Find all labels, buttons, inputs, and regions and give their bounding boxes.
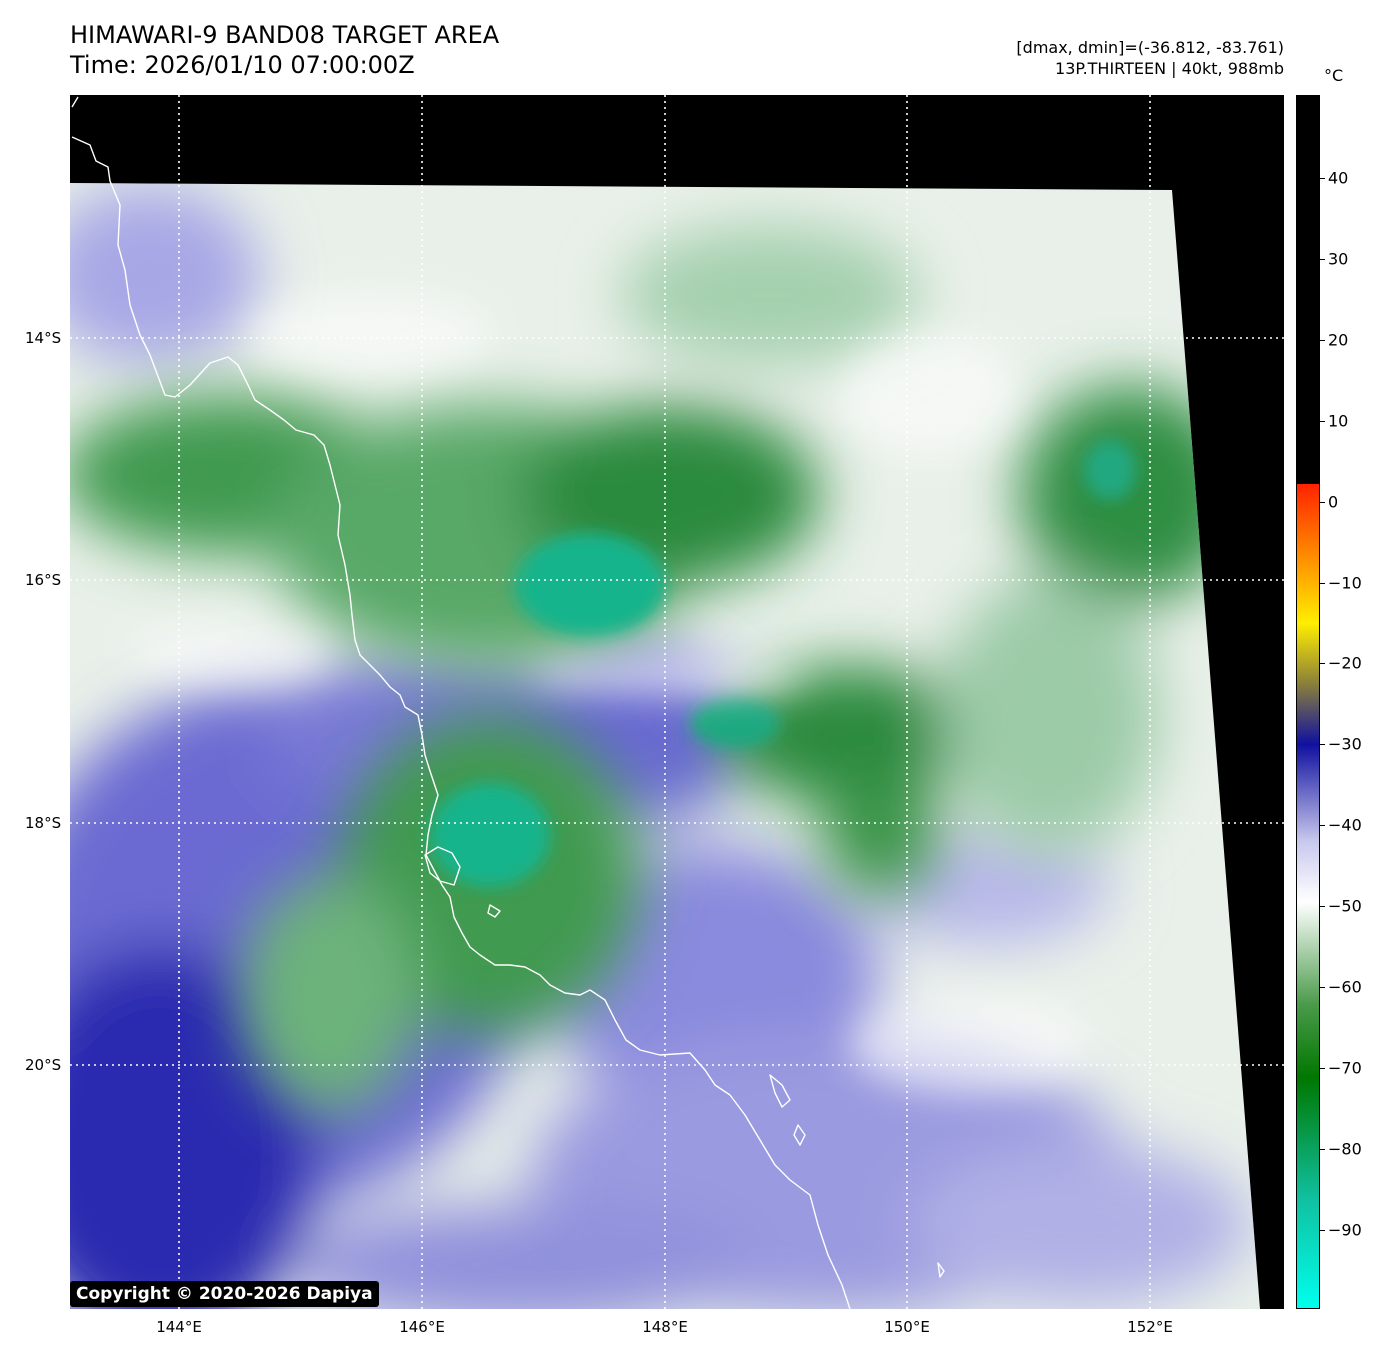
title-line-1: HIMAWARI-9 BAND08 TARGET AREA [70, 21, 500, 49]
colorbar-tick-label: 20 [1328, 330, 1349, 350]
satellite-map [70, 95, 1284, 1309]
colorbar-tick-mark [1320, 1229, 1325, 1231]
colorbar-tick-mark [1320, 501, 1325, 503]
graticule [70, 95, 1284, 1309]
y-tick-label: 18°S [25, 814, 62, 832]
colorbar-tick-label: −50 [1328, 896, 1362, 916]
colorbar-tick-label: −80 [1328, 1139, 1362, 1159]
title-line-2: Time: 2026/01/10 07:00:00Z [70, 51, 415, 79]
y-tick-label: 20°S [25, 1056, 62, 1074]
colorbar-tick-mark [1320, 420, 1325, 422]
y-tick-label: 16°S [25, 571, 62, 589]
colorbar-tick-label: −60 [1328, 977, 1362, 997]
colorbar-tick-label: −40 [1328, 815, 1362, 835]
x-tick-label: 146°E [399, 1318, 445, 1336]
colorbar-tick-label: 40 [1328, 168, 1349, 188]
colorbar-tick-mark [1320, 258, 1325, 260]
coastline [71, 96, 945, 1309]
imagery-swath [70, 183, 1260, 1309]
copyright-label: Copyright © 2020-2026 Dapiya [70, 1281, 379, 1307]
colorbar-tick-label: −90 [1328, 1220, 1362, 1240]
colorbar-tick-mark [1320, 1067, 1325, 1069]
data-range-label: [dmax, dmin]=(-36.812, -83.761) [1016, 38, 1284, 57]
colorbar-tick-mark [1320, 906, 1325, 908]
y-tick-label: 14°S [25, 329, 62, 347]
x-tick-label: 152°E [1127, 1318, 1173, 1336]
colorbar-tick-mark [1320, 825, 1325, 827]
colorbar-tick-label: −10 [1328, 573, 1362, 592]
colorbar-tick-mark [1320, 339, 1325, 341]
colorbar-tick-label: −30 [1328, 734, 1362, 754]
colorbar-tick-label: −70 [1328, 1058, 1362, 1078]
x-tick-label: 150°E [884, 1318, 930, 1336]
colorbar-tick-mark [1320, 582, 1325, 584]
colorbar-tick-label: 0 [1328, 492, 1339, 512]
colorbar-tick-mark [1320, 1148, 1325, 1150]
x-tick-label: 144°E [156, 1318, 202, 1336]
colorbar-tick-mark [1320, 178, 1325, 179]
colorbar-tick-mark [1320, 987, 1325, 988]
colorbar-unit: °C [1324, 66, 1344, 85]
colorbar-tick-label: −20 [1328, 653, 1362, 673]
storm-info-label: 13P.THIRTEEN | 40kt, 988mb [1055, 59, 1284, 78]
x-tick-label: 148°E [642, 1318, 688, 1336]
colorbar-tick-label: 10 [1328, 411, 1349, 431]
colorbar [1296, 95, 1320, 1309]
colorbar-tick-mark [1320, 744, 1325, 746]
colorbar-tick-label: 30 [1328, 249, 1349, 269]
colorbar-tick-mark [1320, 663, 1325, 665]
